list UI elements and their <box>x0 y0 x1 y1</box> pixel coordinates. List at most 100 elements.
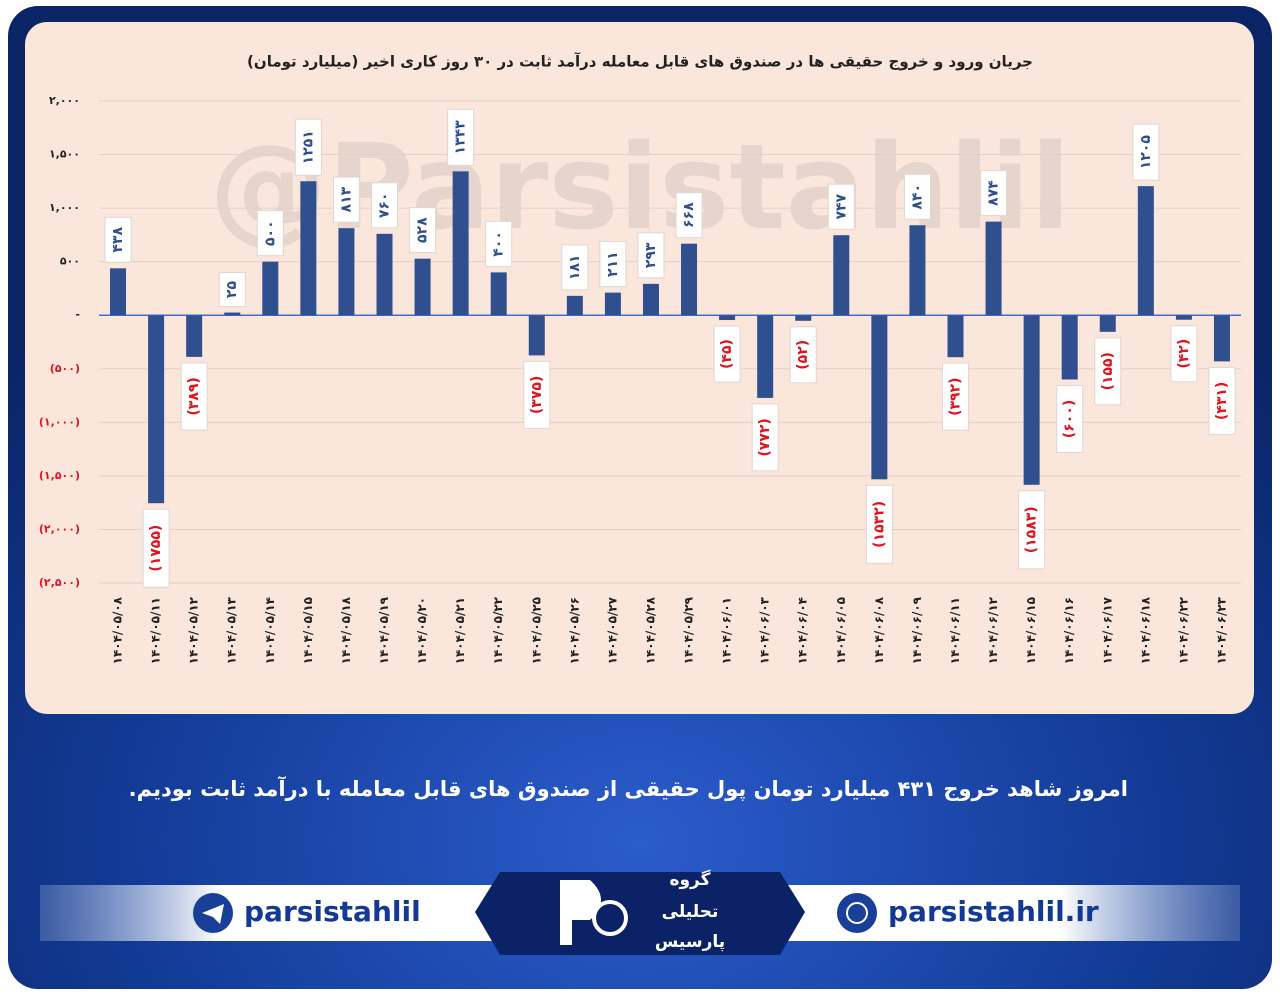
value-label-box <box>1018 490 1046 570</box>
value-label-box <box>485 220 513 267</box>
value-label-box <box>294 118 322 176</box>
value-label: ۵۰۰ <box>262 220 278 246</box>
value-label-box <box>637 232 665 279</box>
bar <box>871 315 888 480</box>
bar <box>985 221 1002 316</box>
x-tick-label: ۱۴۰۴/۰۶/۱۶ <box>1062 597 1076 664</box>
x-tick-label: ۱۴۰۴/۰۵/۲۲ <box>491 596 505 664</box>
value-label-box <box>980 170 1008 217</box>
value-label: (۶۰۰) <box>1062 400 1078 438</box>
x-tick-label: ۱۴۰۴/۰۵/۱۹ <box>377 596 391 664</box>
x-tick-label: ۱۴۰۴/۰۶/۱۲ <box>986 596 1000 664</box>
value-label-box <box>827 183 855 230</box>
value-label-box <box>142 508 170 588</box>
telegram-handle[interactable]: parsistahlil <box>244 895 421 928</box>
value-label: ۲۵ <box>224 281 240 299</box>
x-tick-label: ۱۴۰۴/۰۶/۰۵ <box>834 597 848 664</box>
bar <box>262 261 279 316</box>
value-label-box <box>942 362 969 431</box>
x-tick-label: ۱۴۰۴/۰۵/۱۲ <box>187 596 201 664</box>
bar <box>947 315 964 358</box>
logo-ring <box>592 900 628 936</box>
value-label: ۶۶۸ <box>681 202 697 228</box>
value-label-box <box>903 173 931 220</box>
y-tick-label: (۵۰۰) <box>50 362 80 375</box>
value-label: ۵۲۸ <box>415 217 431 243</box>
logo-text: پارسیس <box>655 932 725 952</box>
logo-mark <box>560 880 601 945</box>
x-tick-label: ۱۴۰۴/۰۶/۰۴ <box>796 597 810 664</box>
website[interactable]: parsistahlil.ir <box>888 895 1099 928</box>
bar <box>719 315 736 321</box>
value-label: (۱۵۵) <box>1100 352 1116 390</box>
bar <box>414 258 431 316</box>
y-tick-label: (۱,۰۰۰) <box>39 415 80 428</box>
x-tick-label: ۱۴۰۴/۰۵/۱۸ <box>339 596 353 664</box>
x-tick-label: ۱۴۰۴/۰۵/۱۵ <box>301 597 315 664</box>
value-label: ۴۳۸ <box>110 227 126 253</box>
value-label: ۱۸۱ <box>567 255 583 281</box>
bar <box>490 272 507 316</box>
value-label: ۷۶۰ <box>377 192 393 218</box>
bar <box>757 315 774 398</box>
bar <box>1023 315 1040 485</box>
value-label: (۱۷۵۵) <box>148 525 164 572</box>
value-label-box <box>599 241 627 288</box>
y-tick-label: ۲,۰۰۰ <box>49 94 80 107</box>
value-label-box <box>218 272 246 308</box>
bar <box>338 228 355 316</box>
y-tick-label: (۲,۰۰۰) <box>39 522 80 535</box>
bar <box>186 315 203 357</box>
value-label-box <box>789 326 817 384</box>
x-tick-label: ۱۴۰۴/۰۵/۲۹ <box>682 596 696 664</box>
x-tick-label: ۱۴۰۴/۰۶/۰۹ <box>910 596 924 664</box>
value-label-box <box>447 108 475 166</box>
value-label: ۱۲۰۵ <box>1138 135 1154 170</box>
value-label-box <box>1208 366 1236 435</box>
x-tick-label: ۱۴۰۴/۰۵/۲۵ <box>529 597 543 664</box>
x-tick-label: ۱۴۰۴/۰۶/۱۵ <box>1024 597 1038 664</box>
plot: (۲,۵۰۰) (۲,۰۰۰) (۱,۵۰۰) (۱,۰۰۰) (۵۰۰) - ۵۰۰ ۱,۰… <box>39 94 1241 664</box>
y-tick-label: - <box>75 308 80 321</box>
value-label-box <box>751 403 779 472</box>
logo-plate <box>475 872 805 955</box>
x-tick-label: ۱۴۰۴/۰۶/۰۱ <box>720 597 734 664</box>
bar <box>224 312 241 316</box>
y-tick-label: ۵۰۰ <box>60 255 80 268</box>
value-label: ۸۱۳ <box>338 186 354 212</box>
bar <box>566 295 583 316</box>
value-label: (۱۵۳۲) <box>871 501 887 548</box>
value-label: (۳۹۲) <box>948 377 964 415</box>
value-label-box <box>1094 337 1122 406</box>
x-tick-label: ۱۴۰۴/۰۶/۰۸ <box>872 596 886 664</box>
y-tick-label: ۱,۰۰۰ <box>49 201 80 214</box>
value-label-box <box>523 360 551 429</box>
globe <box>846 902 868 924</box>
value-label: ۴۰۰ <box>491 231 507 257</box>
caption: امروز شاهد خروج ۴۳۱ میلیارد تومان پول حق… <box>129 776 1128 802</box>
value-label-box <box>675 192 703 239</box>
value-label-box <box>180 362 208 431</box>
bar <box>1061 315 1078 380</box>
chart-title: جریان ورود و خروج حقیقی ها در صندوق های … <box>247 53 1033 71</box>
x-tick-label: ۱۴۰۴/۰۵/۲۱ <box>453 597 467 664</box>
y-tick-label: (۱,۵۰۰) <box>39 469 80 482</box>
x-tick-label: ۱۴۰۴/۰۵/۲۰ <box>415 597 429 664</box>
web-icon <box>837 893 877 933</box>
value-label-box <box>561 244 589 291</box>
x-tick-label: ۱۴۰۴/۰۵/۱۴ <box>263 597 277 664</box>
x-tick-label: ۱۴۰۴/۰۵/۱۳ <box>225 596 239 664</box>
bar <box>452 171 469 316</box>
value-label: ۱۲۵۱ <box>300 130 316 164</box>
value-label-box <box>409 207 437 254</box>
value-label-box <box>1056 384 1084 453</box>
value-label: (۷۷۲) <box>757 418 773 456</box>
value-label-box <box>256 210 284 257</box>
value-label-box <box>865 484 893 564</box>
value-label: ۸۷۴ <box>986 180 1002 206</box>
y-tick-label: (۲,۵۰۰) <box>39 576 80 589</box>
bar <box>833 235 850 316</box>
value-label: (۳۷۵) <box>529 376 545 414</box>
